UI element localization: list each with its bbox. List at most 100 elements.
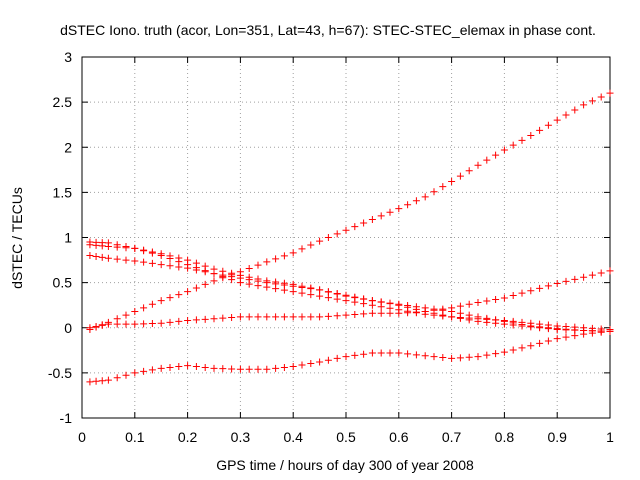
data-point — [92, 323, 100, 331]
data-point — [254, 365, 262, 373]
data-point — [131, 369, 139, 377]
data-point — [553, 280, 561, 288]
data-point — [492, 319, 500, 327]
data-point — [210, 270, 218, 278]
data-point — [386, 309, 394, 317]
data-point — [386, 349, 394, 357]
data-point — [430, 306, 438, 314]
data-point — [456, 172, 464, 180]
data-point — [500, 320, 508, 328]
data-point — [289, 313, 297, 321]
data-point — [316, 286, 324, 294]
data-point — [518, 289, 526, 297]
data-point — [324, 312, 332, 320]
data-point — [588, 97, 596, 105]
data-point — [360, 350, 368, 358]
data-point — [474, 317, 482, 325]
x-tick-label: 0.8 — [495, 429, 515, 445]
data-point — [562, 326, 570, 334]
data-point — [324, 234, 332, 241]
data-point — [175, 317, 183, 325]
data-point — [148, 300, 156, 308]
plot-area — [86, 89, 614, 386]
series-2 — [86, 238, 614, 334]
series-6 — [86, 327, 614, 386]
data-point — [201, 268, 209, 276]
data-point — [263, 313, 271, 321]
data-point — [157, 250, 165, 258]
data-point — [148, 248, 156, 256]
data-point — [104, 243, 112, 251]
data-point — [571, 106, 579, 114]
data-point — [448, 304, 456, 312]
data-point — [492, 151, 500, 159]
data-point — [404, 309, 412, 317]
data-point — [562, 333, 570, 341]
data-point — [316, 358, 324, 366]
data-point — [527, 342, 535, 350]
data-point — [192, 316, 200, 324]
data-point — [298, 313, 306, 321]
data-point — [131, 257, 139, 265]
data-point — [254, 277, 262, 285]
x-tick-label: 0.2 — [178, 429, 198, 445]
data-point — [98, 377, 106, 385]
data-point — [527, 287, 535, 295]
y-tick-label: 0.5 — [53, 275, 73, 291]
data-point — [404, 350, 412, 358]
data-point — [324, 356, 332, 364]
data-point — [272, 255, 280, 263]
y-tick-label: -1 — [60, 410, 73, 426]
y-tick-label: 3 — [64, 49, 72, 65]
data-point — [492, 350, 500, 358]
data-point — [386, 208, 394, 216]
data-point — [474, 298, 482, 306]
data-point — [289, 249, 297, 257]
data-point — [166, 252, 174, 260]
data-point — [368, 309, 376, 317]
data-point — [360, 295, 368, 303]
y-axis: -1 -0.5 0 0.5 1 1.5 2 2.5 3 — [48, 49, 610, 426]
data-point — [201, 315, 209, 323]
data-point — [219, 365, 227, 373]
data-point — [597, 328, 605, 336]
data-point — [606, 267, 614, 275]
y-tick-label: -0.5 — [48, 365, 72, 381]
data-point — [245, 313, 253, 321]
data-point — [544, 121, 552, 129]
data-point — [536, 126, 544, 134]
data-point — [245, 276, 253, 284]
data-point — [342, 291, 350, 299]
data-point — [210, 364, 218, 372]
data-point — [148, 259, 156, 267]
data-point — [131, 320, 139, 328]
data-point — [184, 264, 192, 272]
series-3 — [86, 241, 614, 335]
data-point — [333, 289, 341, 297]
data-point — [307, 291, 315, 299]
data-point — [98, 321, 106, 329]
data-point — [544, 337, 552, 345]
data-point — [298, 245, 306, 253]
data-point — [92, 377, 100, 385]
data-point — [184, 317, 192, 325]
data-point — [289, 363, 297, 371]
data-point — [245, 264, 253, 272]
data-point — [122, 311, 130, 319]
data-point — [439, 305, 447, 313]
data-point — [562, 277, 570, 285]
data-point — [166, 262, 174, 270]
data-point — [113, 374, 121, 382]
x-tick-label: 0.9 — [547, 429, 567, 445]
data-point — [157, 261, 165, 269]
data-point — [377, 349, 385, 357]
data-point — [98, 242, 106, 250]
x-axis: 0 0.1 0.2 0.3 0.4 0.5 0.6 0.7 0.8 0.9 1 — [78, 57, 614, 445]
data-point — [192, 259, 200, 267]
data-point — [122, 256, 130, 264]
data-point — [192, 284, 200, 292]
data-point — [157, 297, 165, 305]
data-point — [456, 302, 464, 310]
data-point — [580, 330, 588, 338]
